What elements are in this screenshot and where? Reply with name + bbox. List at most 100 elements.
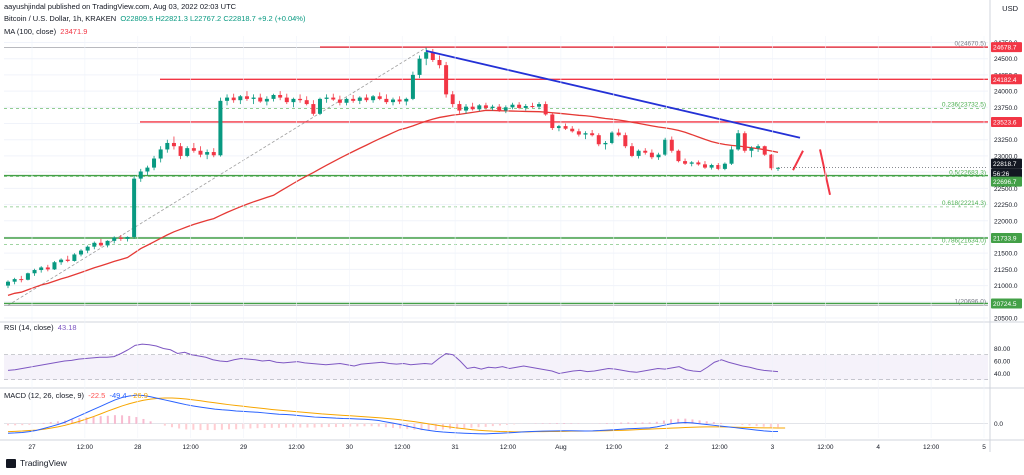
macd-histogram-bar xyxy=(371,424,373,427)
candle-body xyxy=(318,99,322,114)
projection-up-line xyxy=(793,151,803,170)
macd-histogram-bar xyxy=(756,424,758,426)
macd-histogram-bar xyxy=(328,424,330,427)
price-tick-label: 21500.0 xyxy=(994,251,1018,258)
candle-body xyxy=(218,101,222,155)
macd-histogram-bar xyxy=(135,417,137,424)
macd-histogram-bar xyxy=(121,415,123,423)
time-tick-label: 30 xyxy=(346,444,354,451)
candle-body xyxy=(26,273,30,279)
macd-histogram-bar xyxy=(770,424,772,427)
time-tick-label: 2 xyxy=(665,444,669,451)
candle-body xyxy=(630,146,634,156)
time-tick-label: 12:00 xyxy=(183,444,200,451)
macd-histogram-bar xyxy=(264,424,266,428)
candle-body xyxy=(477,105,481,109)
price-tag-label: 22818.7 xyxy=(993,161,1017,168)
ma-value: 23471.9 xyxy=(60,27,87,36)
candle-body xyxy=(305,100,309,104)
candle-body xyxy=(106,241,110,246)
rsi-band-fill xyxy=(4,355,988,380)
macd-histogram-bar xyxy=(271,424,273,428)
macd-histogram-bar xyxy=(178,424,180,429)
macd-histogram-bar xyxy=(413,424,415,430)
macd-histogram-bar xyxy=(278,424,280,428)
candle-body xyxy=(119,238,123,239)
macd-histogram-bar xyxy=(214,424,216,430)
candle-body xyxy=(650,153,654,158)
ma-label: MA (100, close) xyxy=(4,27,56,36)
candle-body xyxy=(112,238,116,241)
time-tick-label: 27 xyxy=(28,444,36,451)
price-tick-label: 21250.0 xyxy=(994,267,1018,274)
time-tick-label: Aug xyxy=(555,444,567,451)
rsi-tick-label: 60.00 xyxy=(994,359,1011,366)
macd-title: MACD (12, 26, close, 9) xyxy=(4,391,84,400)
candle-body xyxy=(484,105,488,108)
macd-histogram-bar xyxy=(50,422,52,424)
candle-body xyxy=(763,146,767,154)
candle-body xyxy=(637,151,641,156)
candle-body xyxy=(603,143,607,144)
macd-signal-line xyxy=(8,398,785,432)
candle-body xyxy=(39,267,43,270)
candle-body xyxy=(331,98,335,100)
macd-histogram-bar xyxy=(649,422,651,423)
candle-body xyxy=(418,59,422,75)
macd-histogram-bar xyxy=(620,423,622,424)
candle-body xyxy=(398,100,402,102)
tradingview-logo-icon xyxy=(6,459,16,468)
candle-body xyxy=(703,164,707,167)
time-tick-label: 4 xyxy=(876,444,880,451)
candle-body xyxy=(384,99,388,102)
fib-level-label: 1(20696.0) xyxy=(955,298,986,305)
macd-histogram-bar xyxy=(463,424,465,428)
macd-histogram-bar xyxy=(235,424,237,430)
candle-body xyxy=(364,98,368,101)
macd-histogram-bar xyxy=(100,416,102,424)
candle-body xyxy=(272,95,276,99)
price-tick-label: 21000.0 xyxy=(994,283,1018,290)
candle-body xyxy=(185,148,189,156)
candle-body xyxy=(371,96,375,100)
time-tick-label: 31 xyxy=(451,444,459,451)
tradingview-brand: TradingView xyxy=(20,458,67,468)
candle-body xyxy=(258,98,262,102)
macd-histogram-bar xyxy=(627,422,629,423)
candle-body xyxy=(464,107,468,111)
macd-histogram-bar xyxy=(499,424,501,426)
candle-body xyxy=(172,143,176,146)
candle-body xyxy=(577,131,581,134)
symbol-header: Bitcoin / U.S. Dollar, 1h, KRAKEN O22809… xyxy=(4,14,305,23)
bearish-trend-line xyxy=(426,51,800,138)
candle-body xyxy=(345,99,349,103)
candle-body xyxy=(298,99,302,100)
macd-histogram-bar xyxy=(93,417,95,424)
candle-body xyxy=(404,99,408,102)
macd-histogram-bar xyxy=(713,422,715,424)
candle-body xyxy=(278,95,282,98)
candle-body xyxy=(358,98,362,101)
time-tick-label: 12:00 xyxy=(817,444,834,451)
candle-body xyxy=(351,99,355,101)
macd-signal-value: -26.9 xyxy=(131,391,148,400)
macd-histogram-bar xyxy=(285,424,287,428)
macd-histogram-bar xyxy=(763,424,765,427)
candle-body xyxy=(597,135,601,144)
macd-histogram-bar xyxy=(306,424,308,428)
candle-body xyxy=(192,148,196,151)
candle-body xyxy=(437,60,441,65)
tradingview-footer: TradingView xyxy=(6,458,67,468)
candle-body xyxy=(52,262,56,269)
candle-body xyxy=(19,279,23,280)
candle-body xyxy=(537,104,541,107)
candle-body xyxy=(99,243,103,246)
candle-body xyxy=(205,152,209,155)
macd-histogram-bar xyxy=(142,419,144,424)
candle-body xyxy=(584,133,588,134)
time-tick-label: 3 xyxy=(771,444,775,451)
macd-histogram-bar xyxy=(171,424,173,427)
price-tick-label: 22500.0 xyxy=(994,186,1018,193)
candle-body xyxy=(245,96,249,99)
